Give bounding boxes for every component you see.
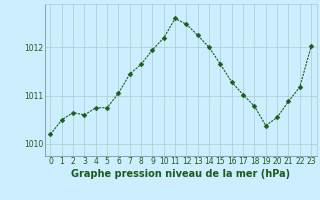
X-axis label: Graphe pression niveau de la mer (hPa): Graphe pression niveau de la mer (hPa) bbox=[71, 169, 290, 179]
